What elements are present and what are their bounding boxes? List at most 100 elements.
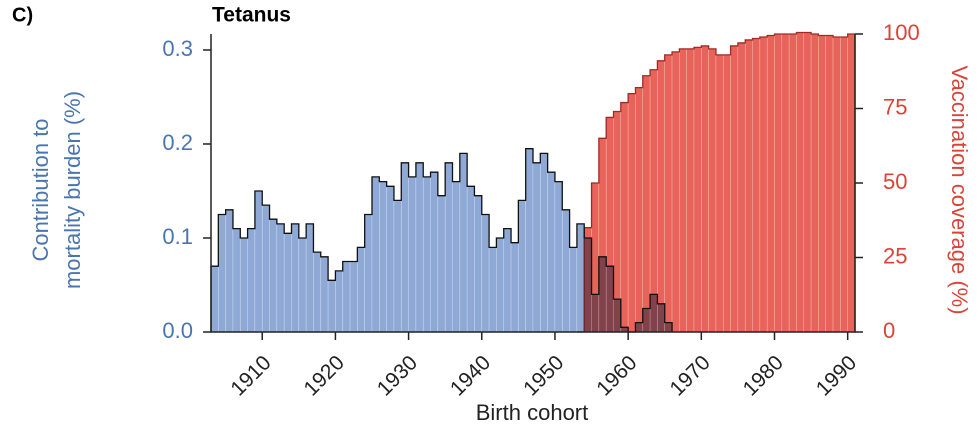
bar [488, 247, 497, 333]
bar [657, 60, 666, 333]
bar [686, 48, 695, 333]
bar [400, 162, 409, 333]
x-tick-label: 1930 [373, 351, 422, 400]
bar [466, 185, 475, 333]
bar [305, 223, 314, 333]
bar [283, 232, 292, 333]
bar [415, 162, 424, 333]
y-axis-label-line: Contribution to [28, 118, 53, 261]
bar [693, 47, 702, 333]
bar [320, 256, 329, 333]
y-tick-label: 0.3 [162, 36, 193, 61]
y-axis-label-line: mortality burden (%) [60, 91, 85, 289]
bar [701, 45, 709, 333]
bar [291, 223, 300, 333]
bar [452, 181, 461, 333]
bar [708, 48, 717, 333]
bar-outline [210, 148, 673, 333]
x-tick-label: 1920 [300, 351, 349, 400]
bar [481, 214, 490, 333]
y2-tick-label: 75 [883, 94, 907, 119]
bar [525, 148, 534, 333]
x-tick-label: 1960 [592, 351, 641, 400]
bar [664, 322, 673, 333]
bar-outline [576, 31, 856, 333]
bar [605, 265, 614, 333]
bar [247, 228, 256, 333]
bar [496, 237, 505, 333]
bar [591, 294, 600, 333]
panel-label: C) [12, 4, 33, 26]
bar [379, 181, 387, 333]
y-tick-label: 0.2 [162, 130, 193, 155]
bar [444, 162, 453, 333]
bar [671, 51, 680, 333]
bar [649, 294, 658, 333]
bar [239, 237, 248, 333]
y2-axis-label: Vaccination coverage (%) [947, 65, 972, 314]
bar [730, 45, 739, 333]
bar [518, 200, 526, 333]
bar [569, 247, 578, 333]
bar [722, 54, 731, 333]
x-tick-label: 1910 [226, 351, 275, 400]
bar [657, 303, 666, 333]
bar [335, 270, 344, 333]
axis-frame [210, 34, 856, 333]
bar [642, 75, 651, 333]
bar [342, 261, 351, 333]
y-tick-label: 0.1 [162, 224, 193, 249]
bar [327, 279, 336, 333]
y-axis-label: Contribution to mortality burden (%) [28, 91, 85, 289]
bar [474, 195, 483, 333]
bar [803, 32, 812, 333]
bar [796, 32, 805, 333]
bar [613, 298, 622, 333]
bar [408, 176, 417, 333]
bar [371, 176, 380, 333]
series-1 [576, 31, 856, 333]
bar [503, 228, 512, 333]
bar [218, 214, 226, 333]
bar [627, 93, 636, 333]
bar [225, 209, 234, 333]
bar [664, 54, 673, 333]
bar [386, 185, 395, 333]
bar [810, 33, 819, 333]
bar [547, 171, 556, 333]
bar [679, 48, 687, 333]
bar [766, 35, 775, 333]
bar [364, 214, 373, 333]
bar [393, 200, 402, 333]
y-tick-label: 0.0 [162, 318, 193, 343]
bar [620, 102, 629, 333]
bar [840, 36, 848, 333]
bar [254, 190, 263, 333]
bar [357, 247, 365, 333]
bar [847, 33, 856, 333]
x-tick-label: 1990 [812, 351, 861, 400]
bar [759, 36, 768, 333]
bar [532, 162, 541, 333]
bar [459, 153, 468, 333]
bar [298, 237, 307, 333]
bar [818, 35, 827, 333]
bar [437, 195, 446, 333]
x-tick-label: 1970 [665, 351, 714, 400]
y2-tick-label: 100 [883, 20, 920, 45]
bar [781, 33, 790, 333]
x-axis-label: Birth cohort [476, 400, 589, 425]
x-tick-label: 1980 [739, 351, 788, 400]
bar [737, 42, 746, 333]
bar [635, 322, 644, 333]
bar [269, 218, 278, 333]
bar [232, 228, 241, 333]
y2-tick-label: 50 [883, 169, 907, 194]
x-tick-label: 1940 [446, 351, 495, 400]
x-tick-label: 1950 [519, 351, 568, 400]
bar [774, 33, 783, 333]
bar [649, 69, 658, 333]
bar [715, 54, 724, 333]
bar [642, 308, 651, 333]
